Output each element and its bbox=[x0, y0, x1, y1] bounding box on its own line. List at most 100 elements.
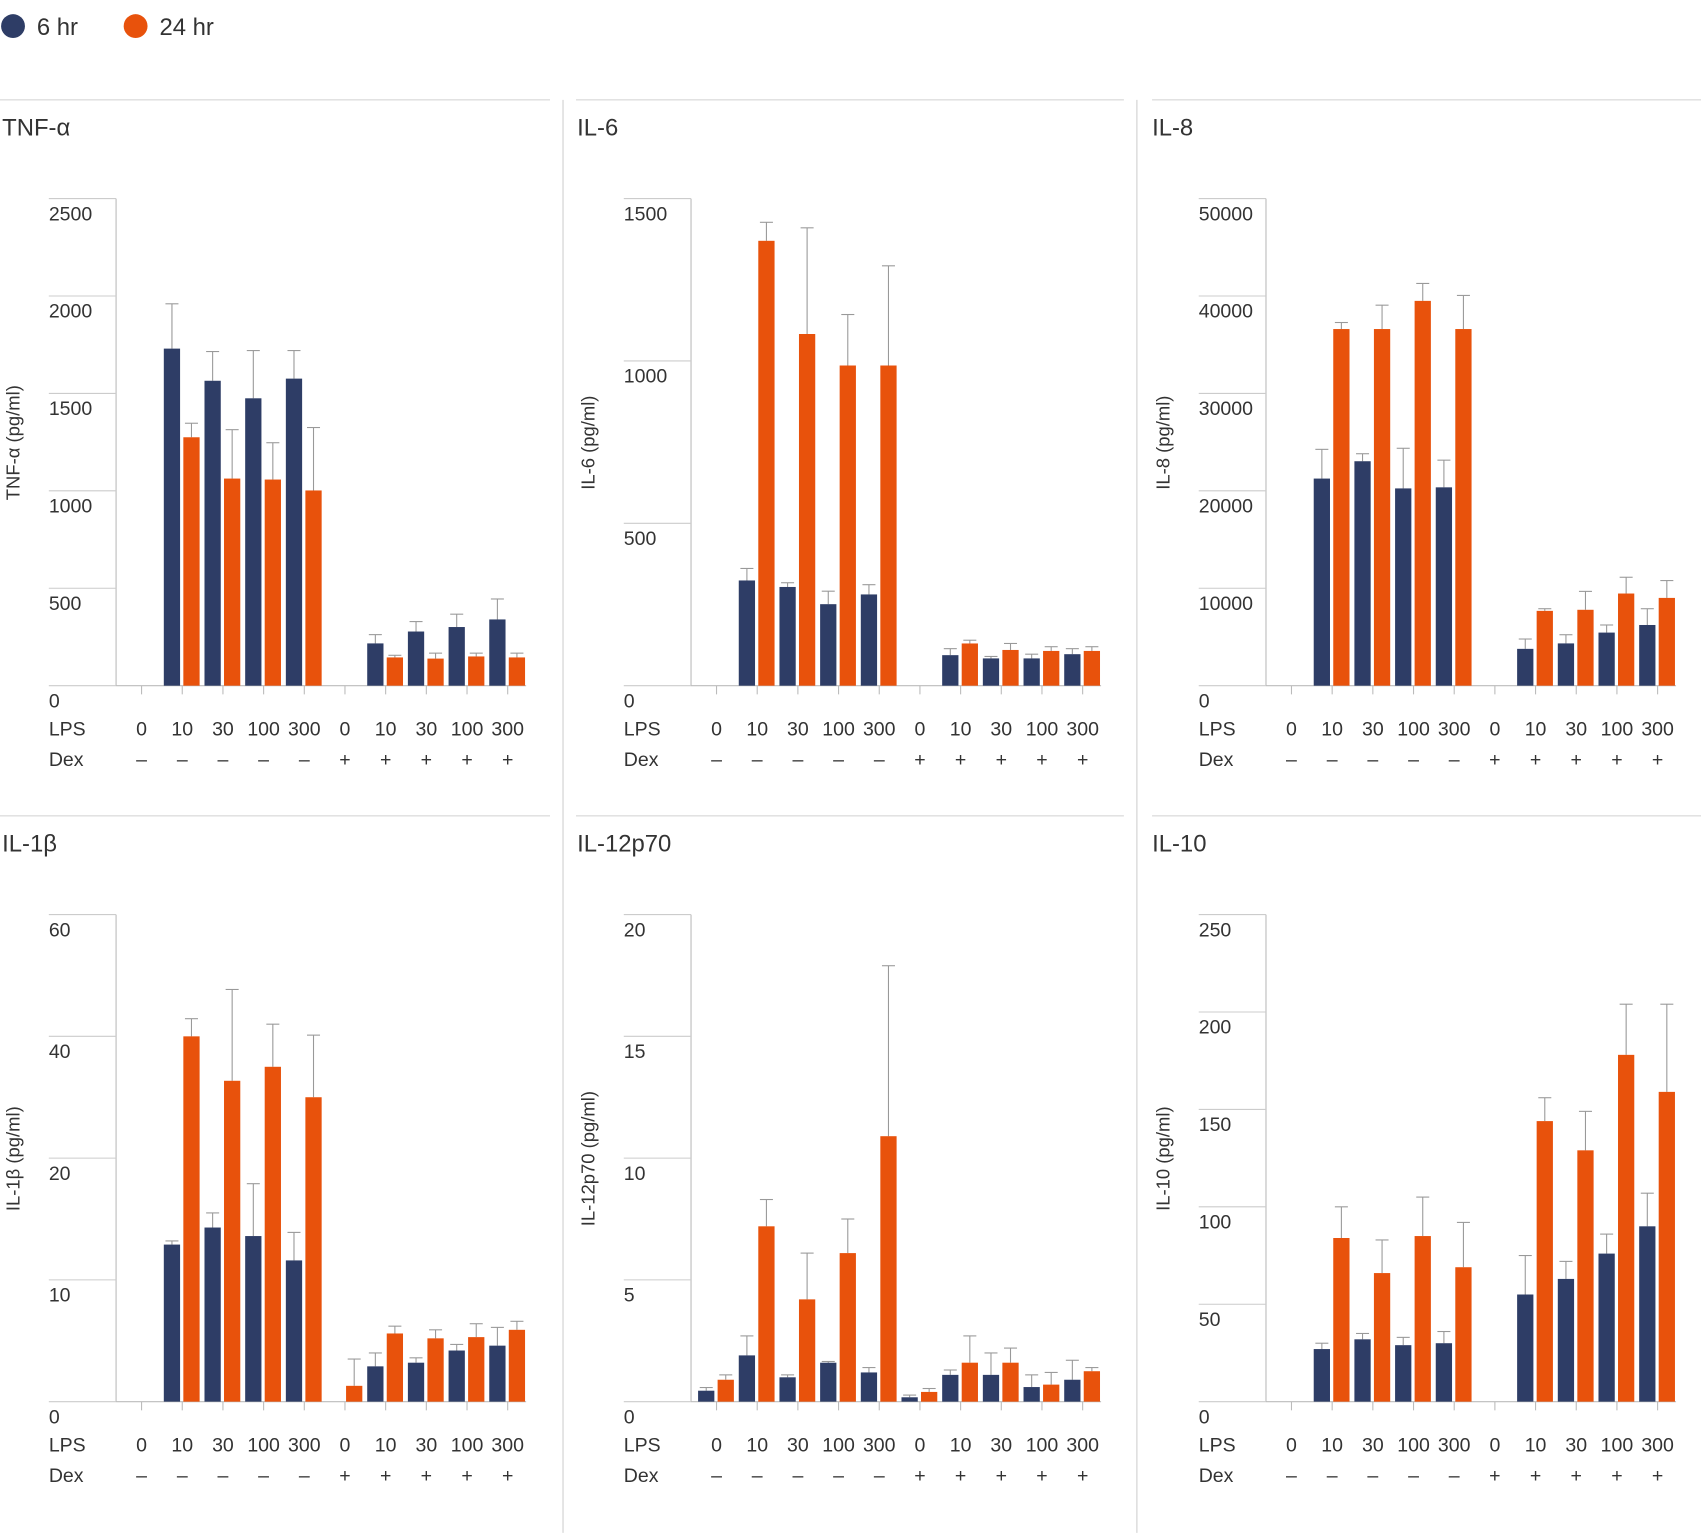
chart-title: IL-12p70 bbox=[577, 831, 671, 858]
bar bbox=[285, 378, 303, 686]
bar bbox=[1333, 329, 1350, 686]
y-tick-label: 50 bbox=[1199, 1309, 1221, 1331]
bar bbox=[1536, 610, 1553, 686]
y-tick-label: 20 bbox=[624, 919, 646, 941]
y-tick-label: 0 bbox=[49, 1406, 60, 1428]
category-label: – bbox=[874, 1465, 885, 1487]
category-label: 300 bbox=[1438, 719, 1471, 741]
bar bbox=[1414, 300, 1431, 686]
y-tick-label: 10 bbox=[624, 1163, 646, 1185]
legend-swatch bbox=[1, 14, 25, 39]
bar bbox=[448, 627, 465, 686]
y-tick-label: 250 bbox=[1199, 919, 1232, 941]
bar bbox=[860, 1372, 878, 1402]
row-header: LPS bbox=[624, 719, 661, 741]
category-label: + bbox=[461, 1465, 472, 1487]
bar bbox=[1658, 1091, 1675, 1402]
bar bbox=[224, 1080, 241, 1402]
category-label: 0 bbox=[136, 1435, 147, 1457]
category-label: – bbox=[874, 749, 885, 771]
category-label: – bbox=[1327, 749, 1338, 771]
category-label: 10 bbox=[950, 719, 972, 741]
bar bbox=[1333, 1238, 1350, 1402]
bar bbox=[204, 1227, 221, 1402]
y-tick-label: 150 bbox=[1199, 1114, 1232, 1136]
category-label: 0 bbox=[711, 719, 722, 741]
y-tick-label: 15 bbox=[624, 1041, 646, 1063]
bar bbox=[1435, 487, 1453, 686]
bar bbox=[1313, 478, 1330, 686]
bar bbox=[839, 365, 856, 686]
bar bbox=[1435, 1343, 1453, 1402]
bar bbox=[698, 1390, 715, 1402]
category-label: + bbox=[461, 749, 472, 771]
category-label: 0 bbox=[1286, 719, 1297, 741]
bar bbox=[305, 1097, 322, 1402]
bar bbox=[1517, 648, 1534, 686]
bar bbox=[489, 1345, 506, 1402]
y-tick-label: 40 bbox=[49, 1041, 71, 1063]
category-label: 10 bbox=[1321, 1435, 1343, 1457]
y-tick-label: 10 bbox=[49, 1285, 71, 1307]
bar bbox=[1002, 1362, 1019, 1402]
bar bbox=[508, 657, 526, 686]
bar bbox=[305, 490, 322, 686]
row-header: LPS bbox=[1199, 719, 1236, 741]
category-label: 10 bbox=[746, 719, 768, 741]
category-label: + bbox=[1571, 1465, 1582, 1487]
y-tick-label: 20 bbox=[49, 1163, 71, 1185]
category-label: – bbox=[1286, 749, 1297, 771]
row-header: Dex bbox=[1199, 749, 1234, 771]
y-tick-label: 1500 bbox=[624, 203, 668, 225]
row-header: Dex bbox=[624, 1465, 659, 1487]
bar bbox=[758, 1226, 775, 1402]
category-label: – bbox=[792, 1465, 803, 1487]
row-header: LPS bbox=[624, 1435, 661, 1457]
category-label: 30 bbox=[1362, 719, 1384, 741]
category-label: 30 bbox=[990, 719, 1012, 741]
category-label: 10 bbox=[1321, 719, 1343, 741]
category-label: + bbox=[339, 749, 350, 771]
bar bbox=[285, 1260, 303, 1402]
bar bbox=[1639, 1226, 1656, 1402]
category-label: + bbox=[1571, 749, 1582, 771]
bar bbox=[1618, 593, 1635, 686]
bar bbox=[1536, 1121, 1553, 1402]
category-label: 0 bbox=[340, 1435, 351, 1457]
bar bbox=[942, 1374, 959, 1402]
bar bbox=[1658, 597, 1675, 686]
category-label: 300 bbox=[1641, 719, 1674, 741]
category-label: 30 bbox=[990, 1435, 1012, 1457]
category-label: 10 bbox=[375, 1435, 397, 1457]
category-label: + bbox=[502, 1465, 513, 1487]
category-label: 300 bbox=[1438, 1435, 1471, 1457]
category-label: 0 bbox=[914, 1435, 925, 1457]
category-label: + bbox=[1530, 1465, 1541, 1487]
category-label: 10 bbox=[171, 1435, 193, 1457]
category-label: 300 bbox=[1066, 719, 1099, 741]
category-label: – bbox=[1286, 1465, 1297, 1487]
bar bbox=[407, 631, 425, 686]
chart-title: IL-10 bbox=[1152, 831, 1206, 858]
y-axis-label: IL-6 (pg/ml) bbox=[577, 396, 598, 490]
bar bbox=[1373, 1273, 1391, 1402]
legend-label: 6 hr bbox=[37, 14, 78, 41]
category-label: – bbox=[752, 1465, 763, 1487]
bar bbox=[798, 334, 816, 686]
category-label: 30 bbox=[415, 1435, 437, 1457]
y-axis-label: TNF-α (pg/ml) bbox=[3, 385, 24, 500]
bar bbox=[1557, 1278, 1575, 1402]
category-label: 300 bbox=[491, 719, 524, 741]
bar bbox=[468, 656, 485, 686]
bar bbox=[961, 643, 978, 686]
category-label: + bbox=[421, 1465, 432, 1487]
y-tick-label: 60 bbox=[49, 919, 71, 941]
category-label: + bbox=[955, 749, 966, 771]
category-label: 0 bbox=[1489, 1435, 1500, 1457]
bar bbox=[1395, 488, 1412, 686]
bar bbox=[860, 594, 878, 686]
y-tick-label: 500 bbox=[49, 593, 82, 615]
bar bbox=[1598, 632, 1615, 686]
category-label: 30 bbox=[1565, 719, 1587, 741]
